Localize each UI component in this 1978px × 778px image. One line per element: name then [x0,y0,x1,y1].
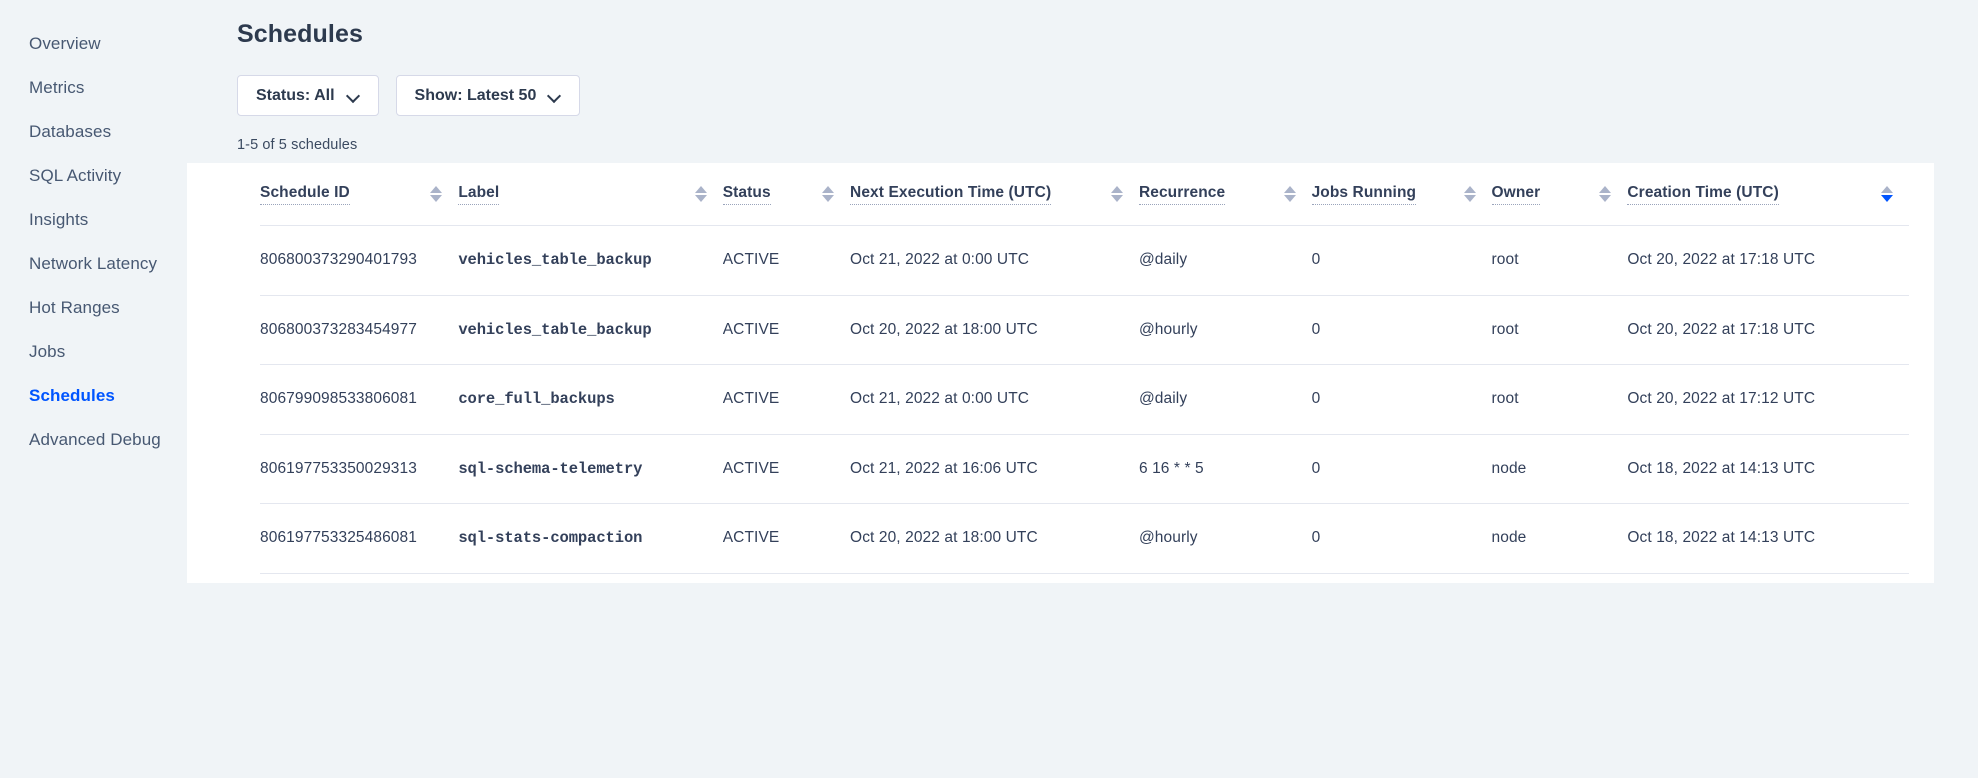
cell-jobs-running: 0 [1311,364,1492,435]
table-row[interactable]: 806197753325486081 sql-stats-compaction AC… [260,503,1909,574]
cell-creation-time: Oct 20, 2022 at 17:12 UTC [1627,364,1909,435]
table-header-row: Schedule ID Label Status Next Execution Tim… [260,163,1909,226]
table-body: 806800373290401793 vehicles_table_backup A… [260,225,1909,574]
column-header: Label [458,163,723,226]
result-count: 1-5 of 5 schedules [237,137,358,153]
cell-creation-time: Oct 20, 2022 at 17:18 UTC [1627,225,1909,296]
cell-next-execution: Oct 20, 2022 at 18:00 UTC [850,503,1139,574]
cell-creation-time: Oct 20, 2022 at 17:18 UTC [1627,295,1909,365]
page-title: Schedules [237,20,363,48]
show-filter-button[interactable]: Show: Latest 50 [395,75,581,116]
cell-label: vehicles_table_backup [458,295,723,365]
column-header-label[interactable]: Owner [1491,184,1541,205]
sort-toggle-icon[interactable] [1283,186,1296,202]
cell-label: sql-schema-telemetry [458,434,723,504]
cell-jobs-running: 0 [1311,434,1492,504]
sidebar-item-databases[interactable]: Databases [29,122,112,141]
column-header: Owner [1491,163,1628,226]
table-row[interactable]: 806799098533806081 core_full_backups ACTIV… [260,364,1909,435]
cell-recurrence: @hourly [1138,503,1312,574]
cell-status: ACTIVE [722,503,851,574]
sort-toggle-icon[interactable] [694,186,707,202]
cell-next-execution: Oct 20, 2022 at 18:00 UTC [850,295,1139,365]
sidebar-item-insights[interactable]: Insights [29,210,89,229]
cell-jobs-running: 0 [1311,503,1492,574]
show-filter-label: Show: Latest 50 [414,86,537,104]
cell-owner: node [1491,503,1628,574]
sidebar-item-advanced-debug[interactable]: Advanced Debug [29,430,161,449]
main-content: Schedules Status: All Show: Latest 50 1-… [187,0,1978,778]
column-header-label[interactable]: Schedule ID [260,184,350,205]
column-header: Jobs Running [1311,163,1492,226]
cell-schedule-id: 806800373290401793 [260,225,459,296]
cell-status: ACTIVE [722,364,851,435]
column-header-label[interactable]: Creation Time (UTC) [1627,184,1779,205]
chevron-down-icon [348,90,360,102]
cell-status: ACTIVE [722,434,851,504]
sort-toggle-icon[interactable] [430,186,443,202]
sort-toggle-icon[interactable] [1463,186,1476,202]
sidebar-item-schedules[interactable]: Schedules [29,386,115,405]
sidebar-item-hot-ranges[interactable]: Hot Ranges [29,298,120,317]
cell-schedule-id: 806197753350029313 [260,434,459,504]
table-row[interactable]: 806800373283454977 vehicles_table_backup A… [260,295,1909,365]
schedules-table: Schedule ID Label Status Next Execution Tim… [260,163,1909,574]
column-header: Schedule ID [260,163,459,226]
column-header-label[interactable]: Recurrence [1138,184,1226,205]
cell-status: ACTIVE [722,225,851,296]
cell-next-execution: Oct 21, 2022 at 16:06 UTC [850,434,1139,504]
chevron-down-icon [549,90,561,102]
cell-schedule-id: 806800373283454977 [260,295,459,365]
column-header: Status [722,163,851,226]
filter-bar: Status: All Show: Latest 50 [235,75,1978,116]
cell-recurrence: @hourly [1138,295,1312,365]
schedules-table-card: Schedule ID Label Status Next Execution Tim… [187,163,1934,583]
cell-label: sql-stats-compaction [458,503,723,574]
cell-owner: root [1491,225,1628,296]
column-header: Recurrence [1138,163,1312,226]
cell-creation-time: Oct 18, 2022 at 14:13 UTC [1627,503,1909,574]
sidebar-item-metrics[interactable]: Metrics [29,78,85,97]
column-header-label[interactable]: Jobs Running [1311,184,1417,205]
cell-owner: root [1491,364,1628,435]
cell-label: vehicles_table_backup [458,225,723,296]
cell-status: ACTIVE [722,295,851,365]
cell-recurrence: @daily [1138,225,1312,296]
cell-label: core_full_backups [458,364,723,435]
sort-toggle-icon[interactable] [1599,186,1612,202]
column-header: Next Execution Time (UTC) [850,163,1139,226]
status-filter-button[interactable]: Status: All [237,75,379,116]
sidebar-item-overview[interactable]: Overview [29,34,101,53]
cell-next-execution: Oct 21, 2022 at 0:00 UTC [850,364,1139,435]
sort-toggle-icon[interactable] [1881,186,1893,202]
sidebar-item-sql-activity[interactable]: SQL Activity [29,166,122,185]
cell-owner: root [1491,295,1628,365]
sidebar-item-jobs[interactable]: Jobs [29,342,66,361]
column-header-label[interactable]: Next Execution Time (UTC) [850,184,1052,205]
cell-schedule-id: 806197753325486081 [260,503,459,574]
cell-owner: node [1491,434,1628,504]
cell-next-execution: Oct 21, 2022 at 0:00 UTC [850,225,1139,296]
sort-toggle-icon[interactable] [1110,186,1123,202]
sidebar-item-network-latency[interactable]: Network Latency [29,254,158,273]
table-head: Schedule ID Label Status Next Execution Tim… [260,163,1909,226]
status-filter-label: Status: All [256,86,335,104]
table-row[interactable]: 806800373290401793 vehicles_table_backup A… [260,225,1909,296]
cell-creation-time: Oct 18, 2022 at 14:13 UTC [1627,434,1909,504]
column-header-label[interactable]: Status [722,184,771,205]
cell-schedule-id: 806799098533806081 [260,364,459,435]
sort-toggle-icon[interactable] [822,186,835,202]
cell-recurrence: 6 16 * * 5 [1138,434,1312,504]
cell-recurrence: @daily [1138,364,1312,435]
cell-jobs-running: 0 [1311,295,1492,365]
column-header-label[interactable]: Label [458,184,500,205]
cell-jobs-running: 0 [1311,225,1492,296]
table-row[interactable]: 806197753350029313 sql-schema-telemetry AC… [260,434,1909,504]
column-header: Creation Time (UTC) [1627,163,1909,226]
